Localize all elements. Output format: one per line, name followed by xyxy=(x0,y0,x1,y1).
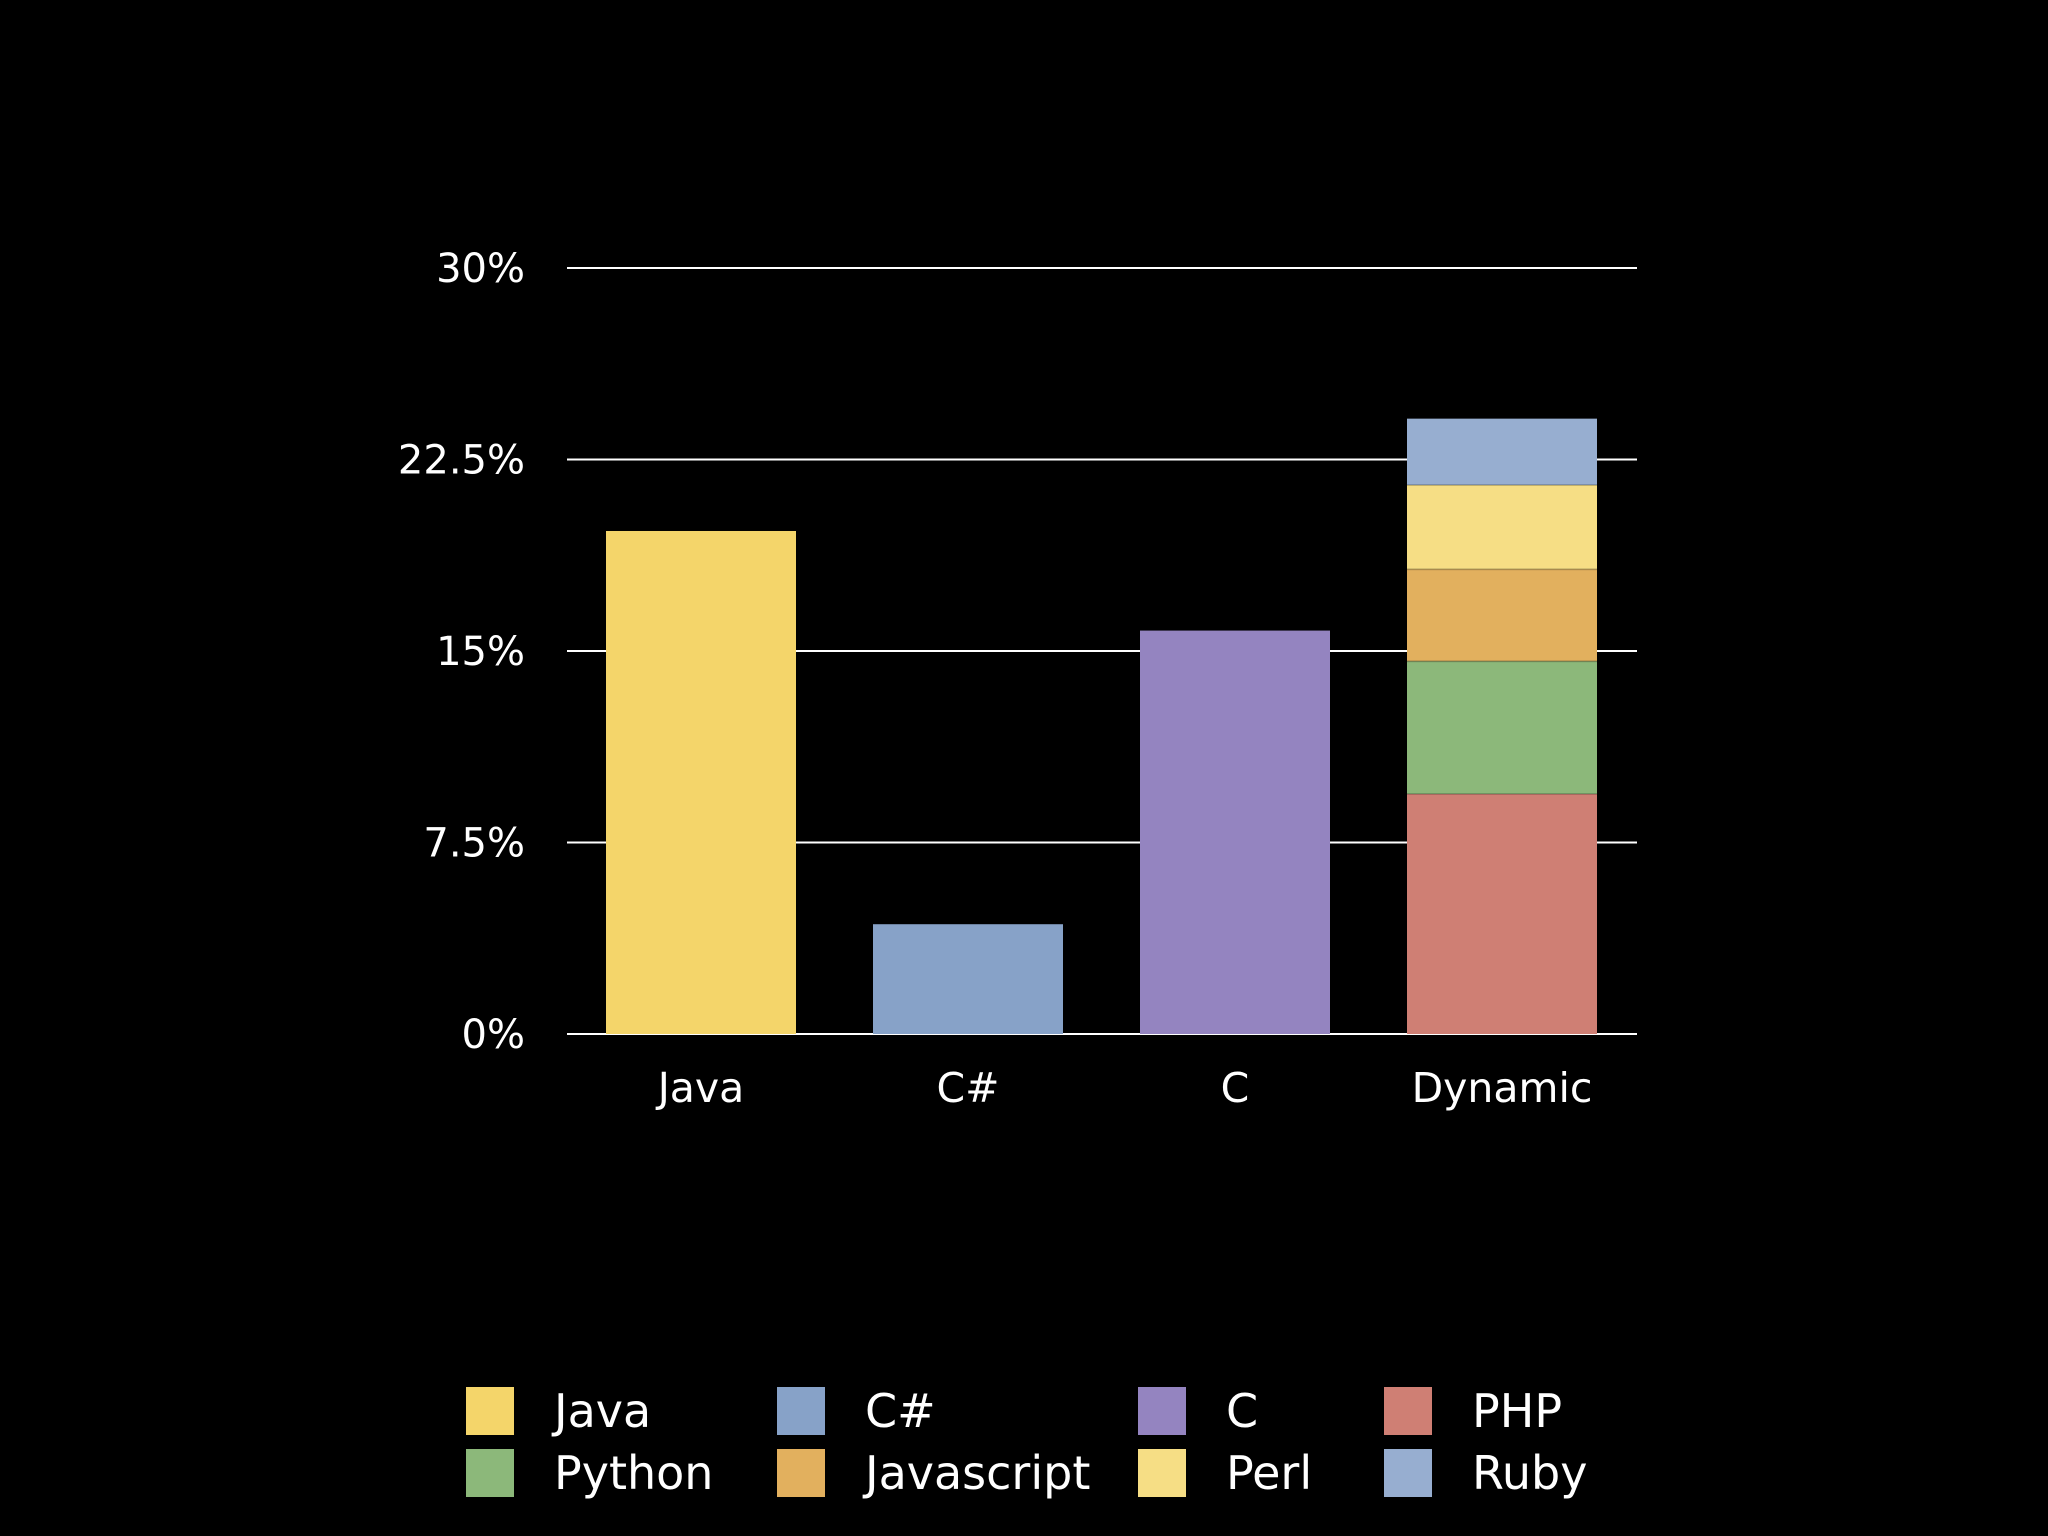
x-axis-labels: Java C# C Dynamic xyxy=(655,1064,1593,1112)
bar-segment-c- xyxy=(873,924,1063,1034)
bar-segment-javascript xyxy=(1407,569,1597,662)
legend-swatch xyxy=(466,1387,514,1435)
x-axis-label: Dynamic xyxy=(1412,1064,1593,1112)
legend-swatch xyxy=(777,1449,825,1497)
bar-segment-c xyxy=(1140,630,1330,1034)
bar-segment-perl xyxy=(1407,485,1597,570)
legend: Java C# C PHP Python Javascript Perl Ruby xyxy=(466,1384,1587,1500)
bar-segment-java xyxy=(606,530,796,1034)
legend-label: Ruby xyxy=(1472,1446,1587,1500)
legend-swatch xyxy=(1384,1449,1432,1497)
legend-swatch xyxy=(1138,1449,1186,1497)
y-axis-ticks: 0% 7.5% 15% 22.5% 30% xyxy=(398,246,525,1058)
x-axis-label: Java xyxy=(655,1064,745,1112)
legend-label: Python xyxy=(554,1446,713,1500)
x-axis-label: C# xyxy=(937,1064,1000,1112)
legend-label: Javascript xyxy=(862,1446,1090,1500)
y-tick-label: 15% xyxy=(436,629,525,675)
y-tick-label: 0% xyxy=(462,1012,525,1058)
legend-label: Java xyxy=(551,1384,651,1438)
y-tick-label: 22.5% xyxy=(398,438,525,484)
legend-label: C xyxy=(1226,1384,1258,1438)
legend-swatch xyxy=(777,1387,825,1435)
bar-segment-ruby xyxy=(1407,418,1597,486)
legend-swatch xyxy=(466,1449,514,1497)
bars xyxy=(606,418,1597,1034)
legend-label: Perl xyxy=(1226,1446,1312,1500)
bar-segment-python xyxy=(1407,661,1597,794)
legend-swatch xyxy=(1138,1387,1186,1435)
legend-swatch xyxy=(1384,1387,1432,1435)
y-tick-label: 7.5% xyxy=(423,821,525,867)
legend-label: PHP xyxy=(1472,1384,1562,1438)
y-tick-label: 30% xyxy=(436,246,525,292)
bar-segment-php xyxy=(1407,793,1597,1034)
legend-label: C# xyxy=(865,1384,936,1438)
x-axis-label: C xyxy=(1221,1064,1250,1112)
